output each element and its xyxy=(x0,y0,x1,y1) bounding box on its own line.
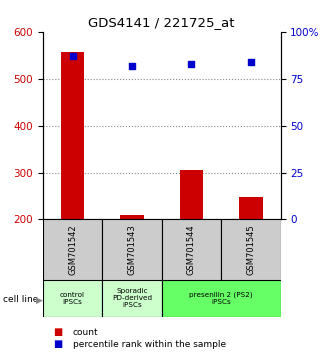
Bar xyxy=(120,215,144,219)
Text: GSM701542: GSM701542 xyxy=(68,224,77,275)
Bar xyxy=(221,219,280,280)
Text: ■: ■ xyxy=(53,327,62,337)
Bar xyxy=(43,219,102,280)
Text: ■: ■ xyxy=(53,339,62,349)
Bar xyxy=(180,170,203,219)
Point xyxy=(248,59,253,65)
Bar xyxy=(102,219,162,280)
Text: cell line: cell line xyxy=(3,295,39,304)
Bar xyxy=(162,219,221,280)
Text: Sporadic
PD-derived
iPSCs: Sporadic PD-derived iPSCs xyxy=(112,288,152,308)
Text: count: count xyxy=(73,327,98,337)
Text: percentile rank within the sample: percentile rank within the sample xyxy=(73,339,226,349)
Point xyxy=(129,63,135,68)
Text: GSM701545: GSM701545 xyxy=(246,224,255,275)
Bar xyxy=(239,197,263,219)
Bar xyxy=(43,280,102,317)
Point xyxy=(189,61,194,67)
Bar xyxy=(102,280,162,317)
Title: GDS4141 / 221725_at: GDS4141 / 221725_at xyxy=(88,16,235,29)
Point xyxy=(70,53,75,59)
Text: presenilin 2 (PS2)
iPSCs: presenilin 2 (PS2) iPSCs xyxy=(189,291,253,305)
Text: ▶: ▶ xyxy=(36,296,43,305)
Bar xyxy=(162,280,280,317)
Text: control
IPSCs: control IPSCs xyxy=(60,292,85,305)
Text: GSM701543: GSM701543 xyxy=(127,224,137,275)
Text: GSM701544: GSM701544 xyxy=(187,224,196,275)
Bar xyxy=(61,52,84,219)
